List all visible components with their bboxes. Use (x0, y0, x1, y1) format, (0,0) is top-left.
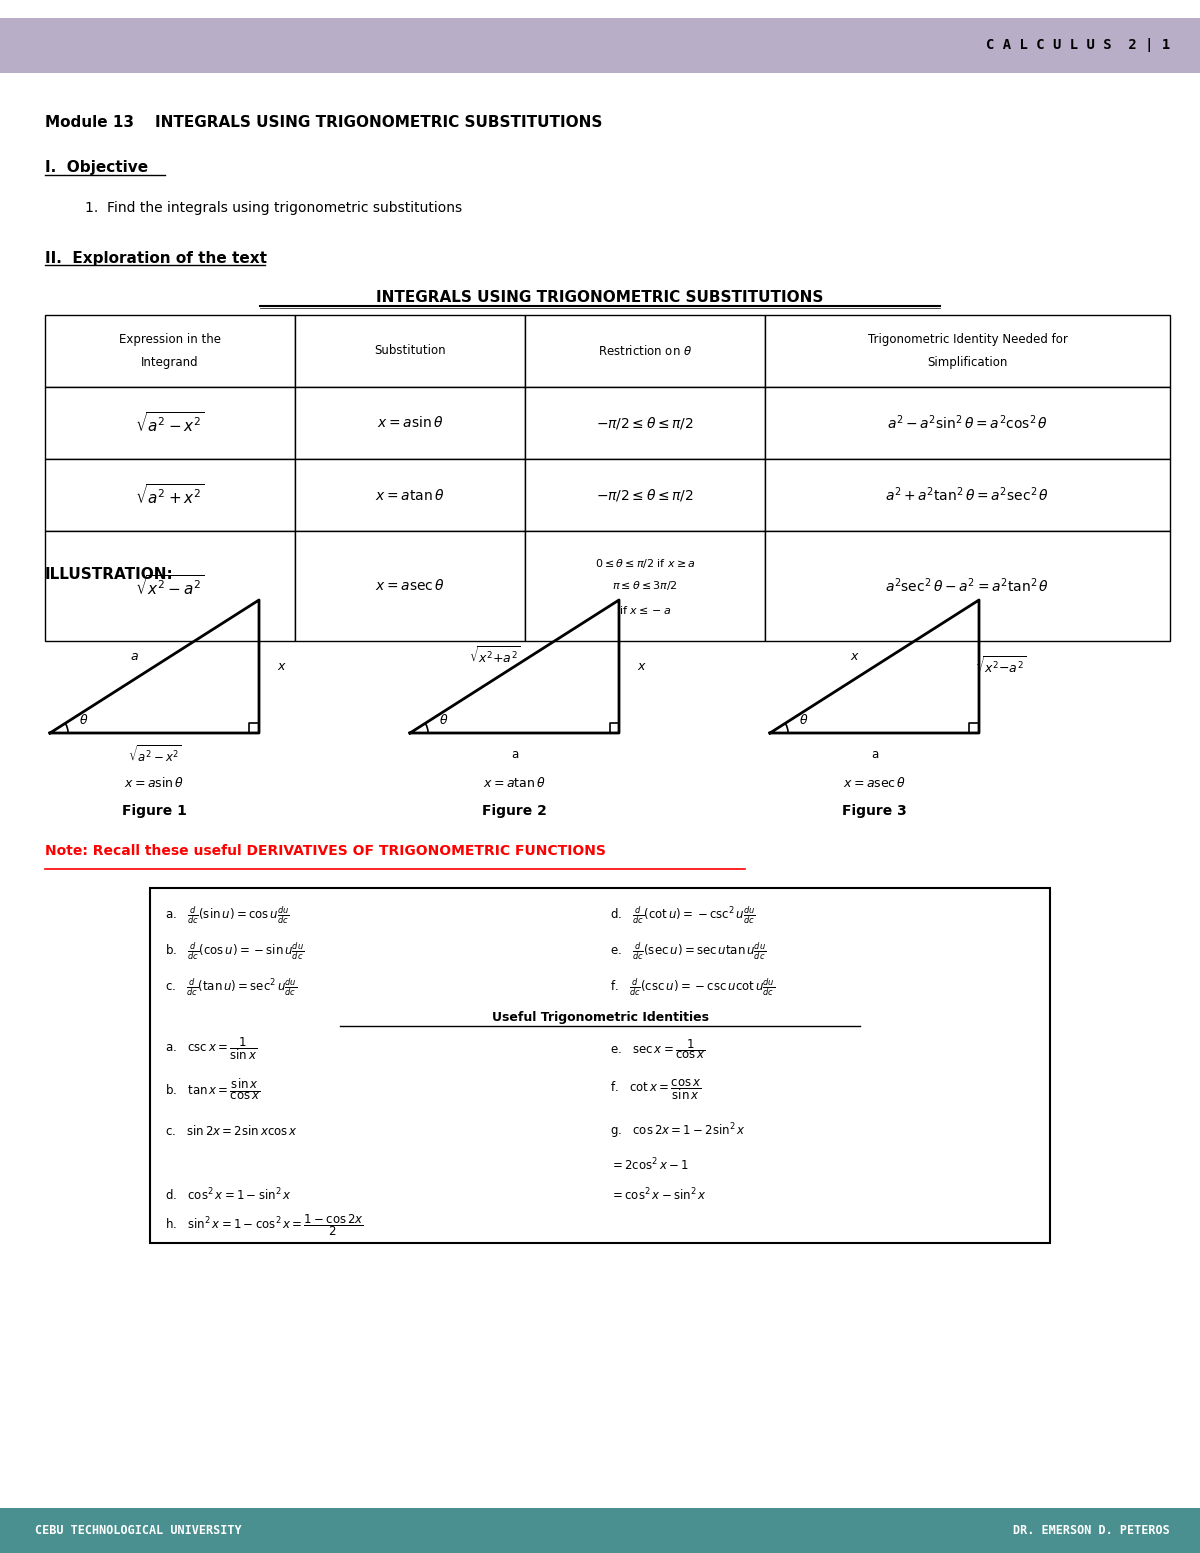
Bar (295, 460, 526, 531)
Text: $= \cos^2 x - \sin^2 x$: $= \cos^2 x - \sin^2 x$ (610, 1186, 707, 1204)
Text: g.   $\cos 2x = 1 - 2\sin^2 x$: g. $\cos 2x = 1 - 2\sin^2 x$ (610, 1121, 745, 1141)
Text: INTEGRALS USING TRIGONOMETRIC SUBSTITUTIONS: INTEGRALS USING TRIGONOMETRIC SUBSTITUTI… (377, 290, 823, 306)
Bar (46, 531, 295, 641)
Text: c.   $\frac{d}{dc}(\tan u) = \sec^2 u\frac{du}{dc}$: c. $\frac{d}{dc}(\tan u) = \sec^2 u\frac… (166, 977, 298, 999)
Text: a: a (871, 749, 878, 761)
Text: $a^2\sec^2\theta - a^2 = a^2\tan^2\theta$: $a^2\sec^2\theta - a^2 = a^2\tan^2\theta… (886, 576, 1050, 595)
Text: e.   $\sec x = \dfrac{1}{\cos x}$: e. $\sec x = \dfrac{1}{\cos x}$ (610, 1037, 706, 1061)
Text: c.   $\sin 2x = 2\sin x \cos x$: c. $\sin 2x = 2\sin x \cos x$ (166, 1124, 298, 1138)
Text: Figure 3: Figure 3 (842, 804, 907, 818)
Text: $\theta$: $\theta$ (798, 713, 808, 727)
Text: a.   $\frac{d}{dc}(\sin u) = \cos u\frac{du}{dc}$: a. $\frac{d}{dc}(\sin u) = \cos u\frac{d… (166, 904, 289, 926)
Bar (295, 387, 526, 460)
Text: a: a (131, 651, 138, 663)
Text: Figure 2: Figure 2 (482, 804, 547, 818)
Text: Integrand: Integrand (142, 357, 199, 370)
Text: d.   $\cos^2 x = 1 - \sin^2 x$: d. $\cos^2 x = 1 - \sin^2 x$ (166, 1186, 292, 1204)
Text: $x = a\sin\theta$: $x = a\sin\theta$ (377, 416, 443, 430)
Bar (766, 531, 1170, 641)
Text: $0{\leq}\theta{\leq}\pi/2$ if $x{\geq}a$: $0{\leq}\theta{\leq}\pi/2$ if $x{\geq}a$ (595, 558, 695, 570)
Text: Substitution: Substitution (374, 345, 446, 357)
Text: $\sqrt{a^2 - x^2}$: $\sqrt{a^2 - x^2}$ (127, 744, 181, 766)
Text: I.  Objective: I. Objective (46, 160, 148, 175)
Text: h.   $\sin^2 x = 1 - \cos^2 x = \dfrac{1 - \cos 2x}{2}$: h. $\sin^2 x = 1 - \cos^2 x = \dfrac{1 -… (166, 1213, 364, 1238)
Text: $= 2\cos^2 x - 1$: $= 2\cos^2 x - 1$ (610, 1157, 689, 1174)
Text: $x = a\sin\theta$: $x = a\sin\theta$ (125, 776, 185, 790)
Text: x: x (637, 660, 644, 672)
Bar (46, 387, 295, 460)
Text: Simplification: Simplification (928, 357, 1008, 370)
Bar (0, 1508, 1200, 1553)
Text: $\theta$: $\theta$ (438, 713, 448, 727)
Bar (526, 460, 766, 531)
Text: C A L C U L U S  2 | 1: C A L C U L U S 2 | 1 (985, 39, 1170, 53)
Text: d.   $\frac{d}{dc}(\cot u) = -\csc^2 u\frac{du}{dc}$: d. $\frac{d}{dc}(\cot u) = -\csc^2 u\fra… (610, 904, 756, 926)
Text: Trigonometric Identity Needed for: Trigonometric Identity Needed for (868, 332, 1068, 345)
Text: e.   $\frac{d}{dc}(\sec u) = \sec u\tan u\frac{du}{dc}$: e. $\frac{d}{dc}(\sec u) = \sec u\tan u\… (610, 940, 767, 961)
Text: Useful Trigonometric Identities: Useful Trigonometric Identities (492, 1011, 708, 1025)
Bar (46, 315, 295, 387)
Text: Note: Recall these useful DERIVATIVES OF TRIGONOMETRIC FUNCTIONS: Note: Recall these useful DERIVATIVES OF… (46, 843, 606, 857)
Bar (766, 315, 1170, 387)
Bar (766, 387, 1170, 460)
Text: $\sqrt{x^2{+}a^2}$: $\sqrt{x^2{+}a^2}$ (469, 646, 521, 668)
Bar (295, 315, 526, 387)
Text: DR. EMERSON D. PETEROS: DR. EMERSON D. PETEROS (1013, 1523, 1170, 1537)
Text: $\sqrt{a^2 + x^2}$: $\sqrt{a^2 + x^2}$ (136, 483, 205, 506)
Text: b.   $\tan x = \dfrac{\sin x}{\cos x}$: b. $\tan x = \dfrac{\sin x}{\cos x}$ (166, 1078, 260, 1103)
Text: Module 13    INTEGRALS USING TRIGONOMETRIC SUBSTITUTIONS: Module 13 INTEGRALS USING TRIGONOMETRIC … (46, 115, 602, 130)
Text: $\theta$: $\theta$ (78, 713, 88, 727)
Bar (295, 531, 526, 641)
Bar (0, 19, 1200, 73)
Text: $x = a\tan\theta$: $x = a\tan\theta$ (484, 776, 546, 790)
Text: II.  Exploration of the text: II. Exploration of the text (46, 250, 266, 266)
Text: Figure 1: Figure 1 (122, 804, 187, 818)
Text: Expression in the: Expression in the (119, 332, 221, 345)
Bar (526, 387, 766, 460)
Text: a.   $\csc x = \dfrac{1}{\sin x}$: a. $\csc x = \dfrac{1}{\sin x}$ (166, 1036, 257, 1062)
Text: $x = a\sec\theta$: $x = a\sec\theta$ (376, 579, 445, 593)
Text: $-\pi/2 \leq \theta \leq \pi/2$: $-\pi/2 \leq \theta \leq \pi/2$ (596, 488, 694, 503)
Text: ILLUSTRATION:: ILLUSTRATION: (46, 567, 174, 582)
Text: b.   $\frac{d}{dc}(\cos u) = -\sin u\frac{du}{dc}$: b. $\frac{d}{dc}(\cos u) = -\sin u\frac{… (166, 940, 305, 961)
Bar (150, 888, 1050, 1242)
Text: $\sqrt{x^2 - a^2}$: $\sqrt{x^2 - a^2}$ (136, 575, 205, 598)
Bar (46, 460, 295, 531)
Text: $a^2 + a^2\tan^2\theta = a^2\sec^2\theta$: $a^2 + a^2\tan^2\theta = a^2\sec^2\theta… (886, 486, 1050, 505)
Text: $-\pi/2 \leq \theta \leq \pi/2$: $-\pi/2 \leq \theta \leq \pi/2$ (596, 415, 694, 432)
Text: f.   $\frac{d}{dc}(\csc u) = -\csc u\cot u\frac{du}{dc}$: f. $\frac{d}{dc}(\csc u) = -\csc u\cot u… (610, 977, 775, 999)
Bar (526, 315, 766, 387)
Text: $\pi \leq \theta \leq 3\pi/2$: $\pi \leq \theta \leq 3\pi/2$ (612, 579, 678, 593)
Text: x: x (277, 660, 284, 672)
Text: 1.  Find the integrals using trigonometric substitutions: 1. Find the integrals using trigonometri… (85, 200, 462, 214)
Text: if $x \leq -a$: if $x \leq -a$ (619, 604, 671, 617)
Bar (766, 460, 1170, 531)
Text: $\sqrt{a^2 - x^2}$: $\sqrt{a^2 - x^2}$ (136, 412, 205, 435)
Text: a: a (511, 749, 518, 761)
Text: $x = a\sec\theta$: $x = a\sec\theta$ (842, 776, 906, 790)
Text: Restriction on $\theta$: Restriction on $\theta$ (598, 345, 692, 359)
Text: f.   $\cot x = \dfrac{\cos x}{\sin x}$: f. $\cot x = \dfrac{\cos x}{\sin x}$ (610, 1078, 701, 1103)
Text: $a^2 - a^2\sin^2\theta = a^2\cos^2\theta$: $a^2 - a^2\sin^2\theta = a^2\cos^2\theta… (887, 413, 1048, 432)
Text: CEBU TECHNOLOGICAL UNIVERSITY: CEBU TECHNOLOGICAL UNIVERSITY (35, 1523, 241, 1537)
Bar (526, 531, 766, 641)
Text: $\sqrt{x^2{-}a^2}$: $\sqrt{x^2{-}a^2}$ (976, 655, 1027, 677)
Text: x: x (851, 651, 858, 663)
Text: $x = a\tan\theta$: $x = a\tan\theta$ (376, 488, 445, 503)
